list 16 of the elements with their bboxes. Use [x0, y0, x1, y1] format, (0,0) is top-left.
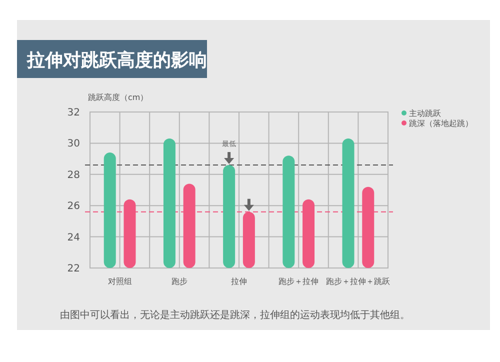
y-tick-label: 30 [67, 138, 80, 150]
y-tick-label: 22 [67, 264, 80, 274]
x-tick-label: 对照组 [108, 277, 132, 286]
x-tick-label: 跑步 [171, 277, 188, 286]
legend-label: 主动跳跃 [409, 109, 441, 118]
x-tick-label: 跑步＋拉伸 [278, 277, 319, 286]
y-tick-label: 26 [67, 201, 80, 212]
y-axis-title: 跳跃高度（cm） [88, 93, 148, 102]
x-tick-label: 拉伸 [231, 277, 247, 286]
x-tick-label: 跑步＋拉伸＋跳跃 [326, 277, 390, 286]
legend-label: 跳深（落地起跳） [409, 119, 473, 128]
y-tick-label: 28 [67, 170, 80, 181]
text: 由图中可以看出，无论是主动跳跃还是跳深，拉伸组的运动表现均低于其他组。 [60, 309, 410, 321]
chart-title: 拉伸对跳跃高度的影响 [26, 50, 207, 71]
y-tick-label: 24 [67, 232, 80, 244]
y-tick-label: 32 [67, 108, 80, 118]
